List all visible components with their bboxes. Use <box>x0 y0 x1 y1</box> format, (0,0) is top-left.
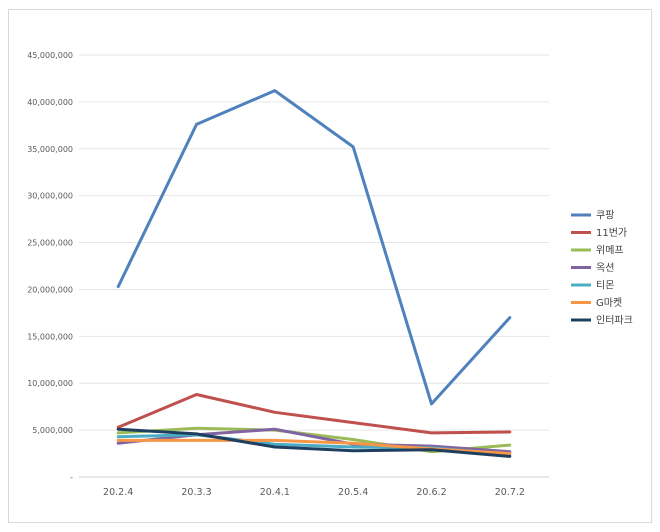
y-tick-label: 10,000,000 <box>27 379 73 388</box>
y-tick-label: 30,000,000 <box>27 192 73 201</box>
x-tick-label: 20.4.1 <box>260 487 290 498</box>
legend-label: 11번가 <box>596 227 627 239</box>
series-line-0 <box>116 89 512 406</box>
y-tick-label: 45,000,000 <box>27 51 73 60</box>
x-tick-label: 20.3.3 <box>181 487 211 498</box>
x-tick-label: 20.6.2 <box>416 487 446 498</box>
legend-label: G마켓 <box>596 297 622 309</box>
y-tick-label: 20,000,000 <box>27 285 73 294</box>
x-tick-label: 20.2.4 <box>103 487 133 498</box>
y-tick-label: 15,000,000 <box>27 332 73 341</box>
x-tick-label: 20.5.4 <box>338 487 368 498</box>
y-tick-label: 40,000,000 <box>27 98 73 107</box>
legend-label: 인터파크 <box>596 315 633 327</box>
legend-label: 쿠팡 <box>596 210 614 222</box>
y-tick-label: - <box>70 473 73 482</box>
series-lines <box>116 89 512 458</box>
y-axis: - 5,000,000 10,000,000 15,000,000 20,000,000… <box>27 51 73 482</box>
y-tick-label: 35,000,000 <box>27 145 73 154</box>
legend-label: 티몬 <box>596 280 614 292</box>
y-tick-label: 25,000,000 <box>27 239 73 248</box>
legend-label: 위메프 <box>596 244 624 257</box>
x-axis: 20.2.4 20.3.3 20.4.1 20.5.4 20.6.2 20.7.2 <box>103 487 525 498</box>
y-tick-label: 5,000,000 <box>32 426 73 435</box>
legend-label: 옥션 <box>596 262 614 274</box>
x-tick-label: 20.7.2 <box>495 487 525 498</box>
line-chart: - 5,000,000 10,000,000 15,000,000 20,000,000… <box>27 51 633 498</box>
chart-frame: - 5,000,000 10,000,000 15,000,000 20,000,000… <box>8 9 652 523</box>
series-line-1 <box>116 393 512 435</box>
series-line-6 <box>116 427 512 458</box>
